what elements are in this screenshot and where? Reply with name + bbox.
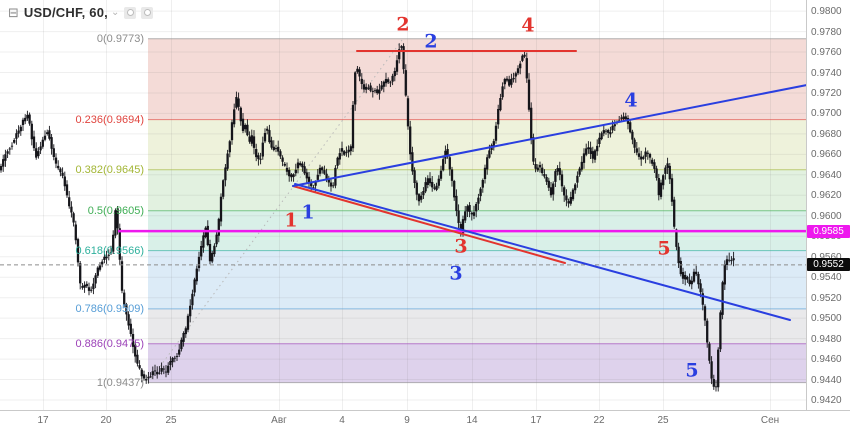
fib-band-0.618 [148,250,806,309]
wave-label-blue-1[interactable]: 1 [301,201,315,224]
fib-band-0.236 [148,119,806,170]
candlestick-series [0,43,735,392]
time-axis[interactable]: 17 20 25 Авг 4 9 14 17 22 25 Сен [0,410,850,429]
price-axis-label: 0.9640 [811,170,842,181]
price-axis-label: 0.9700 [811,108,842,119]
fib-label-0.886: 0.886(0.9475) [75,338,145,350]
fib-band-0.886 [148,343,806,383]
time-axis-label: 14 [466,415,478,426]
fib-retracement-bands[interactable] [148,38,806,383]
time-axis-label: Сен [760,415,780,426]
price-axis-label: 0.9660 [811,149,842,160]
time-axis-label: 9 [404,415,410,426]
price-badge-0.9585: 0.9585 [807,225,850,238]
price-axis-label: 0.9600 [811,211,842,222]
price-axis-label: 0.9760 [811,47,842,58]
price-axis-label: 0.9440 [811,375,842,386]
time-axis-label: 20 [100,415,112,426]
trendline-ascending-blue[interactable] [292,83,813,187]
symbol-legend[interactable]: ⊟ USD/CHF, 60, ⌄ [8,5,154,20]
price-axis-label: 0.9740 [811,68,842,79]
price-axis-label: 0.9680 [811,129,842,140]
price-axis-label: 0.9500 [811,313,842,324]
time-axis-label: 4 [339,415,345,426]
fib-label-0.618: 0.618(0.9566) [75,245,145,257]
wave-label-blue-4[interactable]: 4 [624,89,638,112]
wave-label-blue-5[interactable]: 5 [685,359,699,382]
symbol-title[interactable]: USD/CHF, 60, [23,5,108,20]
wave-label-blue-2[interactable]: 2 [424,30,438,53]
eye-icon[interactable] [124,6,137,19]
price-axis-label: 0.9420 [811,395,842,406]
price-axis-label: 0.9540 [811,272,842,283]
fib-anchor-trendline[interactable] [147,38,404,383]
time-axis-label: 17 [530,415,542,426]
wave-label-red-3[interactable]: 3 [454,235,468,258]
price-axis-label: 0.9520 [811,293,842,304]
price-axis-label: 0.9460 [811,354,842,365]
price-axis-label: 0.9620 [811,190,842,201]
price-badge-0.9552: 0.9552 [807,258,850,271]
fib-label-0.382: 0.382(0.9645) [75,164,145,176]
trendline-descending-red[interactable] [292,185,566,264]
price-axis-label: 0.9800 [811,6,842,17]
fib-label-0.236: 0.236(0.9694) [75,114,145,126]
price-axis-label: 0.9560 [811,252,842,263]
price-axis[interactable]: 0.9800 0.9780 0.9760 0.9740 0.9720 0.9700 0.96… [806,0,850,410]
fib-band-0.786 [148,308,806,344]
fib-band-0.382 [148,169,806,211]
wave-label-red-1[interactable]: 1 [284,209,298,232]
time-axis-label: 22 [593,415,605,426]
wave-label-blue-3[interactable]: 3 [449,262,463,285]
gear-icon[interactable] [141,6,154,19]
fib-label-1: 1(0.9437) [96,377,144,389]
time-axis-label: 17 [37,415,49,426]
wave-label-red-4[interactable]: 4 [521,14,535,37]
fib-label-0: 0(0.9773) [96,33,144,45]
wave-label-red-5[interactable]: 5 [657,237,671,260]
price-axis-label: 0.9720 [811,88,842,99]
fib-label-0.5: 0.5(0.9605) [87,205,144,217]
collapse-icon[interactable]: ⊟ [8,5,19,20]
trendline-descending-blue[interactable] [294,183,791,321]
price-axis-label: 0.9780 [811,27,842,38]
time-axis-label: 25 [165,415,177,426]
time-axis-label: 25 [657,415,669,426]
fib-label-0.786: 0.786(0.9509) [75,303,145,315]
wave-label-red-2[interactable]: 2 [396,13,410,36]
chevron-down-icon[interactable]: ⌄ [110,7,120,18]
price-axis-label: 0.9480 [811,334,842,345]
time-axis-label: Авг [271,415,287,426]
